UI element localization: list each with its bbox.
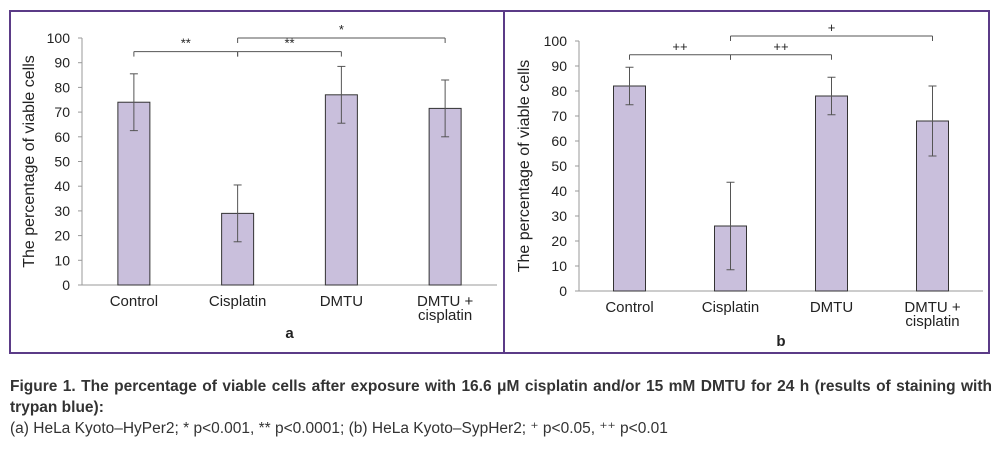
significance-label: ++ <box>773 39 788 54</box>
y-tick-label: 60 <box>551 133 567 149</box>
y-tick-label: 10 <box>54 252 70 268</box>
y-tick-label: 20 <box>551 233 567 249</box>
figure-caption: Figure 1. The percentage of viable cells… <box>10 376 992 439</box>
y-axis-title: The percentage of viable cells <box>21 55 38 268</box>
y-tick-label: 10 <box>551 258 567 274</box>
y-tick-label: 60 <box>54 129 70 145</box>
x-tick-label: DMTU <box>320 293 363 310</box>
bar <box>428 107 462 286</box>
y-tick-label: 30 <box>54 203 70 219</box>
x-tick-label: DMTU + <box>417 293 473 310</box>
y-tick-label: 40 <box>54 178 70 194</box>
significance-label: * <box>339 22 344 37</box>
significance-label: ** <box>284 36 294 51</box>
y-tick-label: 70 <box>551 108 567 124</box>
bar <box>324 94 358 286</box>
x-tick-label: Control <box>605 299 653 316</box>
chart-panel-a: 0 10 20 30 40 50 60 70 80 90 100 The percentage of … <box>21 22 497 342</box>
y-tick-label: 70 <box>54 104 70 120</box>
chart-panel-b: 0 10 20 30 40 50 60 70 80 90 100 The percentage of … <box>516 20 983 350</box>
x-tick-label: Cisplatin <box>209 293 267 310</box>
bar <box>117 101 151 286</box>
caption-title: Figure 1. The percentage of viable cells… <box>10 378 992 416</box>
y-tick-label: 20 <box>54 228 70 244</box>
significance-label: ++ <box>672 39 687 54</box>
significance-label: ** <box>181 36 191 51</box>
x-tick-label: Control <box>110 293 158 310</box>
y-tick-label: 0 <box>62 277 70 293</box>
significance-label: + <box>828 20 836 35</box>
y-tick-label: 100 <box>47 30 71 46</box>
x-tick-label: DMTU <box>810 299 853 316</box>
y-tick-label: 30 <box>551 208 567 224</box>
panel-label: b <box>776 333 785 350</box>
bar <box>613 85 646 292</box>
y-tick-label: 100 <box>544 33 568 49</box>
figure-frame <box>9 10 990 354</box>
y-tick-label: 90 <box>54 55 70 71</box>
caption-subtitle: (a) HeLa Kyoto–HyPer2; * p<0.001, ** p<0… <box>10 420 668 437</box>
x-tick-label: Cisplatin <box>702 299 760 316</box>
bar <box>815 95 848 292</box>
y-tick-label: 90 <box>551 58 567 74</box>
y-axis-title: The percentage of viable cells <box>516 60 533 273</box>
x-tick-label: cisplatin <box>418 307 472 324</box>
x-tick-label: cisplatin <box>905 313 959 330</box>
x-tick-label: DMTU + <box>904 299 960 316</box>
panel-label: a <box>285 325 294 342</box>
y-tick-label: 50 <box>551 158 567 174</box>
y-tick-label: 80 <box>54 79 70 95</box>
y-tick-label: 0 <box>559 283 567 299</box>
y-tick-label: 50 <box>54 154 70 170</box>
panel-divider <box>503 10 505 354</box>
y-tick-label: 40 <box>551 183 567 199</box>
y-tick-label: 80 <box>551 83 567 99</box>
